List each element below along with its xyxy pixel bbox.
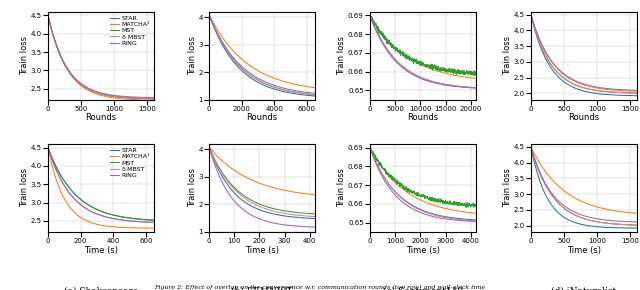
X-axis label: Time (s): Time (s): [84, 246, 118, 255]
Y-axis label: Train loss: Train loss: [503, 168, 512, 207]
Y-axis label: Train loss: Train loss: [337, 168, 346, 207]
X-axis label: Time (s): Time (s): [567, 246, 601, 255]
Text: (a) Shakespeare: (a) Shakespeare: [64, 287, 138, 290]
Y-axis label: Train loss: Train loss: [503, 36, 512, 75]
Text: (d) iNaturalist: (d) iNaturalist: [551, 287, 616, 290]
X-axis label: Rounds: Rounds: [568, 113, 600, 122]
X-axis label: Rounds: Rounds: [85, 113, 116, 122]
Legend: STAR, MATCHA¹, MST, δ-MBST, RING: STAR, MATCHA¹, MST, δ-MBST, RING: [109, 147, 151, 179]
X-axis label: Rounds: Rounds: [407, 113, 438, 122]
Y-axis label: Train loss: Train loss: [20, 36, 29, 75]
Y-axis label: Train loss: Train loss: [337, 36, 346, 75]
Text: (b) FEMNIST: (b) FEMNIST: [231, 287, 292, 290]
Y-axis label: Train loss: Train loss: [188, 36, 197, 75]
Text: (c) Sentiment140: (c) Sentiment140: [383, 287, 463, 290]
X-axis label: Time (s): Time (s): [245, 246, 279, 255]
Y-axis label: Train loss: Train loss: [188, 168, 197, 207]
X-axis label: Rounds: Rounds: [246, 113, 278, 122]
Legend: STAR, MATCHA¹, MST, δ MBST, RING: STAR, MATCHA¹, MST, δ MBST, RING: [109, 15, 151, 47]
Text: Figure 2: Effect of overlap on the convergence w.r. communication rounds (top ro: Figure 2: Effect of overlap on the conve…: [154, 284, 486, 289]
Y-axis label: Train loss: Train loss: [20, 168, 29, 207]
X-axis label: Time (s): Time (s): [406, 246, 440, 255]
